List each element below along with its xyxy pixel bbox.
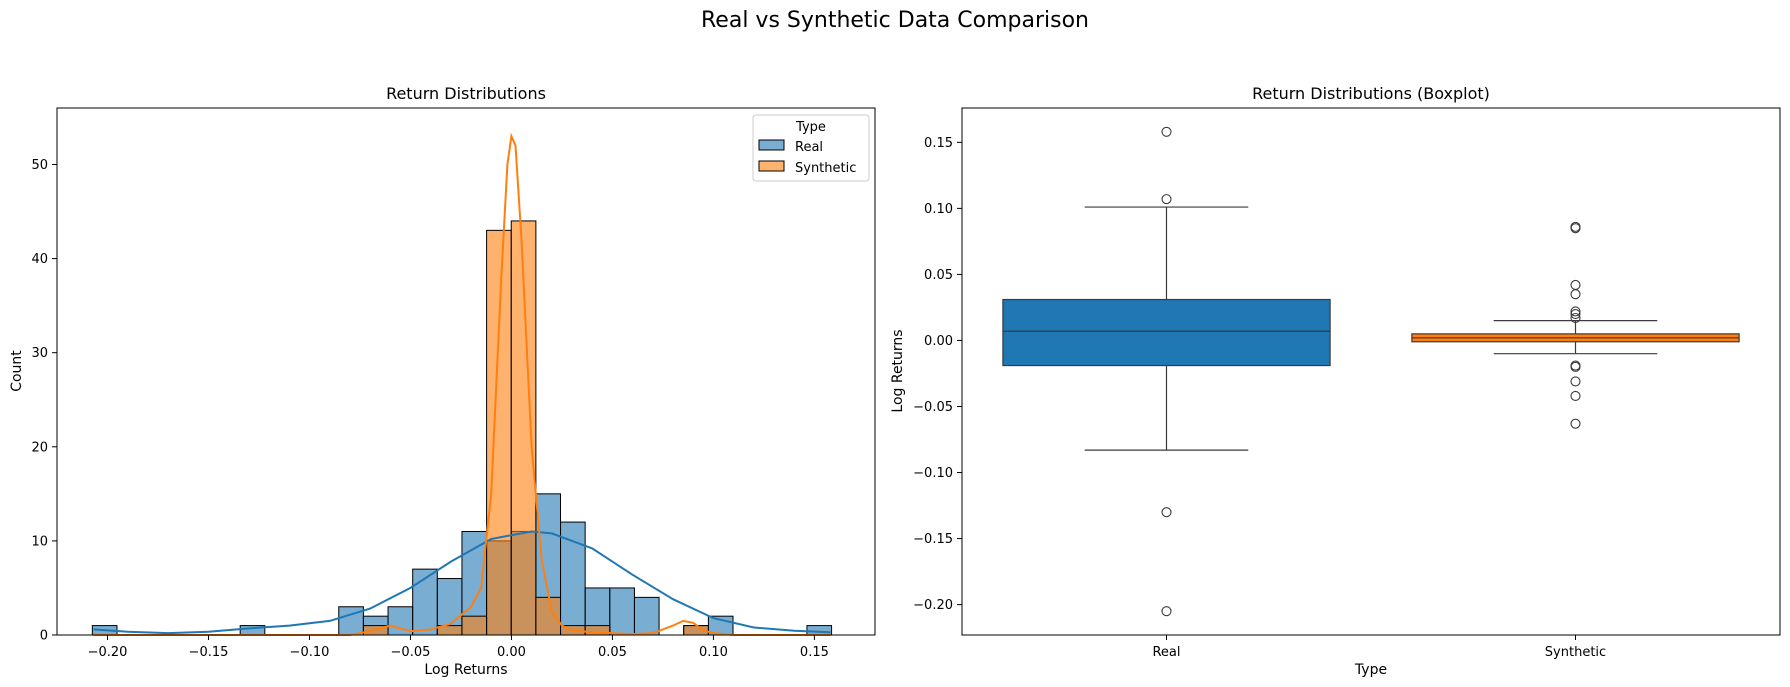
x-tick-label: −0.05 <box>391 645 431 660</box>
x-tick-label: Synthetic <box>1545 645 1606 660</box>
legend-label-real: Real <box>795 140 823 155</box>
hist-bar-real <box>806 625 833 636</box>
y-tick-label: 50 <box>31 158 48 173</box>
histogram-x-label: Log Returns <box>424 662 507 678</box>
box-iqr <box>1002 298 1331 367</box>
kde-line-synthetic <box>93 132 831 636</box>
boxplot-y-label: Log Returns <box>890 329 906 412</box>
outlier-point <box>1570 223 1581 234</box>
outlier-point <box>1570 361 1581 372</box>
outlier-point <box>1570 308 1581 320</box>
hist-bar-synthetic <box>461 615 488 636</box>
histogram-panel: Return Distributions −0.20 −0.15 −0.10 −0.0… <box>9 84 876 678</box>
x-tick-label: 0.15 <box>800 645 829 660</box>
y-tick-label: 0.15 <box>924 136 953 151</box>
outlier-point <box>1570 390 1581 401</box>
legend-label-synthetic: Synthetic <box>795 161 856 176</box>
outlier-point <box>1570 279 1581 291</box>
figure-suptitle: Real vs Synthetic Data Comparison <box>701 8 1089 33</box>
boxplot-panel: Return Distributions (Boxplot) −0.20 −0.1… <box>890 84 1781 678</box>
outlier-point <box>1570 306 1581 317</box>
y-tick-label: 0.10 <box>924 202 953 217</box>
x-tick-label: 0.10 <box>699 645 728 660</box>
hist-bar-real <box>609 587 635 636</box>
y-tick-label: 20 <box>31 440 48 455</box>
boxplot-boxes <box>1002 126 1740 617</box>
outlier-point <box>1570 312 1581 324</box>
legend-swatch-real <box>758 139 785 151</box>
outlier-point <box>1161 606 1172 617</box>
y-tick-label: −0.20 <box>913 598 953 613</box>
y-tick-label: 30 <box>31 346 48 361</box>
outlier-point <box>1570 418 1581 429</box>
boxplot-title: Return Distributions (Boxplot) <box>1252 84 1490 103</box>
histogram-kde-lines <box>93 132 831 636</box>
histogram-axes-frame <box>56 107 876 636</box>
histogram-y-label: Count <box>9 350 25 392</box>
hist-bar-real <box>412 568 438 636</box>
y-tick-label: 0 <box>40 629 48 644</box>
outlier-point <box>1161 194 1172 205</box>
hist-bar-synthetic <box>535 596 562 636</box>
boxplot-y-ticks: −0.20 −0.15 −0.10 −0.05 0.00 0.05 0.10 0.15 <box>913 136 962 613</box>
histogram-legend: Type Real Synthetic <box>752 114 870 182</box>
kde-line-real <box>93 530 831 635</box>
hist-bar-real <box>633 596 660 636</box>
y-tick-label: −0.05 <box>913 400 953 415</box>
outlier-point <box>1161 507 1172 518</box>
x-tick-label: Real <box>1152 645 1180 660</box>
legend-swatch-synthetic <box>758 160 785 172</box>
y-tick-label: −0.10 <box>913 466 953 481</box>
y-tick-label: 10 <box>31 534 48 549</box>
boxplot-x-label: Type <box>1354 662 1387 678</box>
x-tick-label: −0.15 <box>189 645 229 660</box>
legend-title: Type <box>795 120 826 135</box>
outlier-point <box>1161 126 1172 137</box>
x-tick-label: 0.05 <box>598 645 627 660</box>
boxplot-synthetic <box>1411 221 1740 429</box>
boxplot-real <box>1002 126 1331 617</box>
outlier-point <box>1570 289 1581 300</box>
outlier-point <box>1570 376 1581 387</box>
hist-bar-synthetic <box>486 229 512 636</box>
y-tick-label: 0.00 <box>924 334 953 349</box>
x-tick-label: −0.20 <box>88 645 128 660</box>
histogram-title: Return Distributions <box>386 84 546 103</box>
y-tick-label: 40 <box>31 252 48 267</box>
boxplot-axes-frame <box>961 107 1781 636</box>
boxplot-x-ticks: Real Synthetic <box>1152 635 1606 660</box>
x-tick-label: −0.10 <box>290 645 330 660</box>
histogram-x-ticks: −0.20 −0.15 −0.10 −0.05 0.00 0.05 0.10 0.15 <box>88 635 829 660</box>
histogram-y-ticks: 0 10 20 30 40 50 <box>31 158 57 644</box>
x-tick-label: 0.00 <box>497 645 526 660</box>
y-tick-label: −0.15 <box>913 532 953 547</box>
y-tick-label: 0.05 <box>924 268 953 283</box>
